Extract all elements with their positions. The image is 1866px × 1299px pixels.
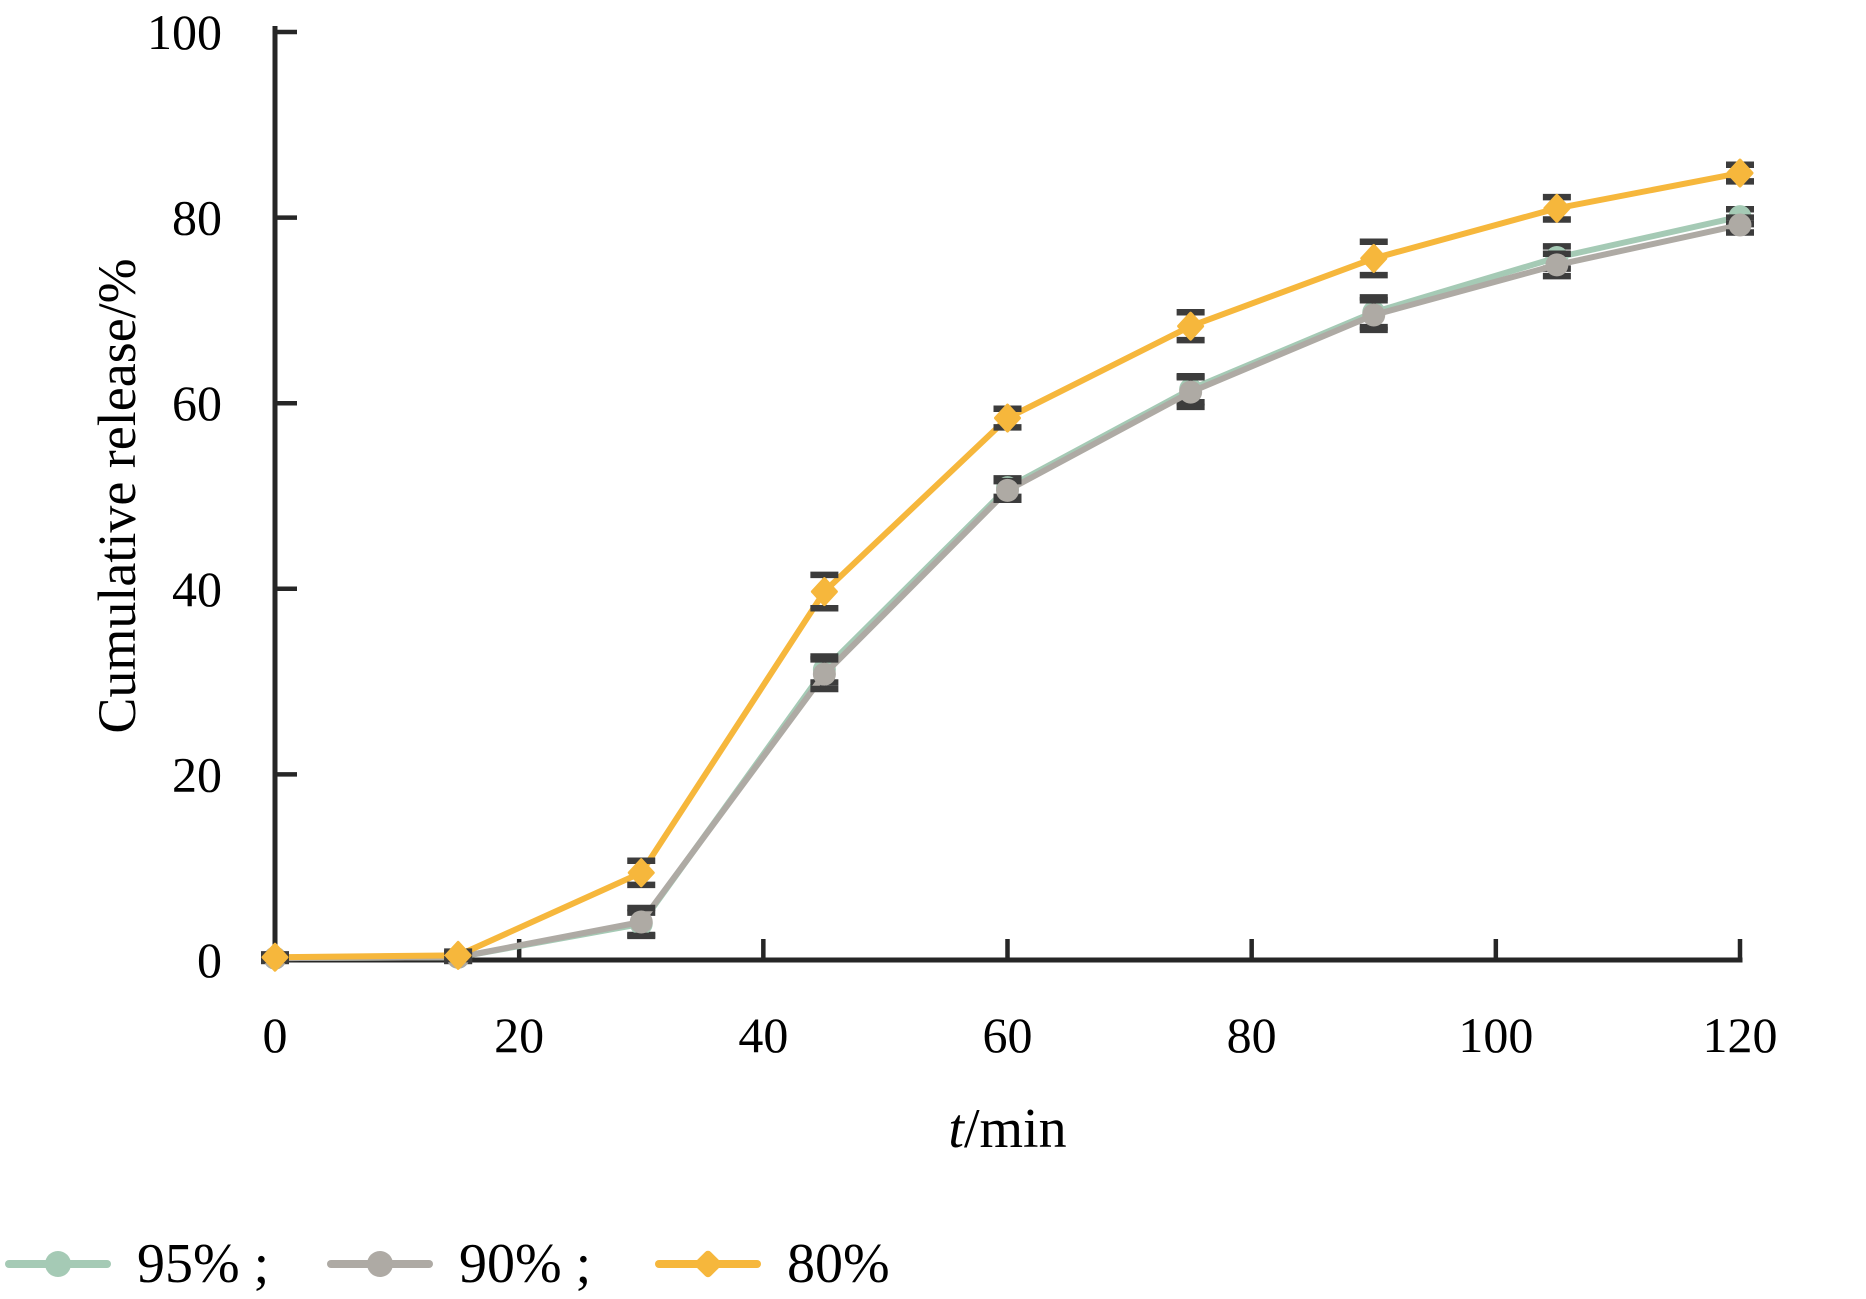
marker-80% xyxy=(444,940,472,970)
marker-90% xyxy=(1728,213,1752,237)
y-axis-title: Cumulative release/% xyxy=(87,258,147,733)
x-tick-label: 80 xyxy=(1227,1007,1277,1063)
marker-80% xyxy=(1543,193,1571,223)
y-tick-label: 20 xyxy=(172,746,222,802)
series-line-80% xyxy=(272,170,1743,961)
y-tick-label: 80 xyxy=(172,190,222,246)
x-tick-label: 100 xyxy=(1458,1007,1533,1063)
marker-90% xyxy=(1545,253,1569,277)
y-tick-label: 0 xyxy=(197,932,222,988)
x-tick-label: 60 xyxy=(983,1007,1033,1063)
marker-80% xyxy=(627,858,655,888)
series-95% xyxy=(261,205,1754,970)
marker-90% xyxy=(1179,380,1203,404)
marker-90% xyxy=(1362,303,1386,327)
marker-90% xyxy=(629,910,653,934)
series-80% xyxy=(261,158,1754,972)
marker-80% xyxy=(261,942,289,972)
x-axis-title: t/min xyxy=(948,1098,1066,1160)
y-tick-label: 60 xyxy=(172,375,222,431)
x-tick-label: 0 xyxy=(263,1007,288,1063)
marker-80% xyxy=(994,403,1021,433)
x-tick-label: 40 xyxy=(738,1007,788,1063)
y-tick-label: 100 xyxy=(147,4,222,60)
marker-90% xyxy=(812,662,836,686)
series-line-90% xyxy=(272,222,1743,962)
marker-80% xyxy=(1726,158,1754,188)
series-line-95% xyxy=(272,213,1743,962)
marker-80% xyxy=(1177,311,1205,341)
marker-80% xyxy=(810,577,838,607)
x-tick-label: 20 xyxy=(494,1007,544,1063)
y-tick-label: 40 xyxy=(172,561,222,617)
x-tick-label: 120 xyxy=(1703,1007,1778,1063)
marker-80% xyxy=(1360,243,1388,273)
marker-90% xyxy=(996,478,1019,502)
series-90% xyxy=(261,213,1754,970)
